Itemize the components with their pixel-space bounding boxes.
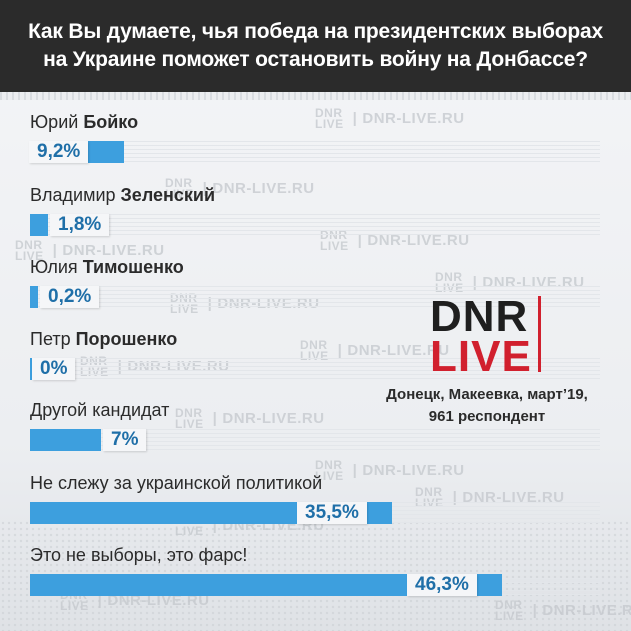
watermark-site: DNR-LIVE.RU xyxy=(62,241,165,259)
bar-value-label: 35,5% xyxy=(297,502,367,524)
chart-title-banner: Как Вы думаете, чья победа на президентс… xyxy=(0,0,631,92)
bar-category-label: Это не выборы, это фарс! xyxy=(30,545,248,565)
bar-value-label: 0,2% xyxy=(40,286,100,308)
watermark-site: DNR-LIVE.RU xyxy=(362,461,465,479)
logo-dnr-text: DNR xyxy=(430,292,529,341)
bar-value-label: 1,8% xyxy=(50,214,110,236)
survey-source: Донецк, Макеевка, март’19, 961 респонден… xyxy=(372,384,602,428)
bar-category-label: Юрий Бойко xyxy=(30,112,139,132)
watermark-site: DNR-LIVE.RU xyxy=(212,179,315,197)
logo-accent-line xyxy=(538,296,541,372)
bar-value-label: 0% xyxy=(32,358,76,380)
survey-source-line-1: Донецк, Макеевка, март’19, xyxy=(386,386,588,403)
bar xyxy=(30,574,502,596)
bar-track xyxy=(30,286,600,308)
bar-track xyxy=(30,141,600,163)
bar-value-label: 7% xyxy=(103,429,147,451)
bar-category-label: Юлия Тимошенко xyxy=(30,257,184,277)
bar-category-label: Не слежу за украинской политикой xyxy=(30,473,323,493)
logo-live-text: LIVE xyxy=(430,332,532,381)
bar-track xyxy=(30,429,600,451)
bar-category-label: Петр Порошенко xyxy=(30,329,178,349)
survey-source-line-2: 961 респондент xyxy=(428,408,546,425)
bar-track xyxy=(30,358,600,380)
chart-title-line-2: на Украине поможет остановить войну на Д… xyxy=(43,48,588,71)
bar xyxy=(30,214,48,236)
bar xyxy=(30,286,38,308)
watermark-site: DNR-LIVE.RU xyxy=(462,488,565,506)
watermark-site: DNR-LIVE.RU xyxy=(222,409,325,427)
watermark-site: DNR-LIVE.RU xyxy=(347,341,450,359)
bar-category-label: Владимир Зеленский xyxy=(30,185,216,205)
bar-track xyxy=(30,214,600,236)
watermark-site: DNR-LIVE.RU xyxy=(542,601,631,619)
chart-title-line-1: Как Вы думаете, чья победа на президентс… xyxy=(28,20,603,43)
watermark-site: DNR-LIVE.RU xyxy=(367,231,470,249)
watermark-site: DNR-LIVE.RU xyxy=(107,591,210,609)
bar-value-label: 46,3% xyxy=(407,574,477,596)
bar-category-label: Другой кандидат xyxy=(30,400,170,420)
bar xyxy=(30,429,101,451)
bar-value-label: 9,2% xyxy=(29,141,89,163)
watermark-site: DNR-LIVE.RU xyxy=(362,109,465,127)
bar xyxy=(30,358,33,380)
header-stripe xyxy=(0,92,631,100)
